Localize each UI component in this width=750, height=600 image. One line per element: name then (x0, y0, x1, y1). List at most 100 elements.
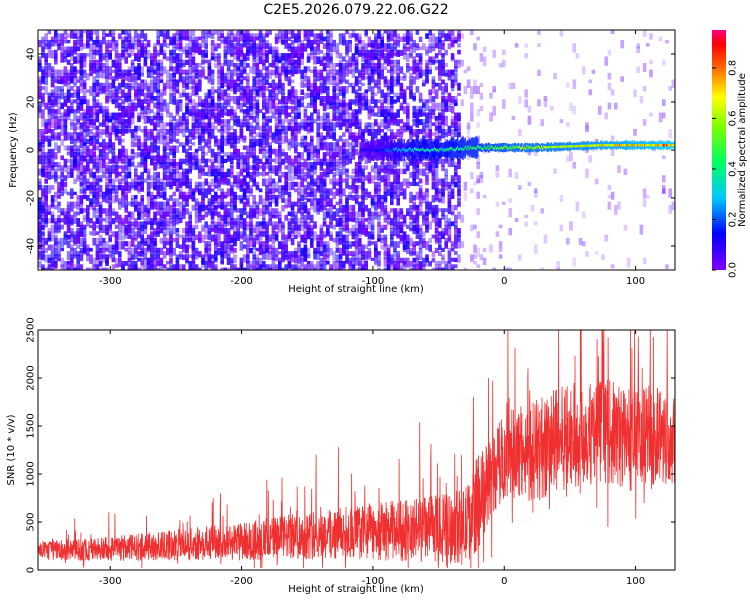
spectrogram-noise-cell (310, 102, 314, 109)
spectrogram-noise-cell (98, 234, 103, 239)
spectrogram-noise-cell (150, 191, 154, 200)
spectrogram-noise-cell (185, 49, 189, 58)
spectrogram-noise-cell (300, 125, 304, 130)
spectrogram-noise-cell (79, 195, 84, 204)
spectrogram-noise-cell (95, 82, 100, 90)
spectrogram-noise-cell (287, 191, 292, 198)
spectrogram-noise-cell (364, 76, 368, 80)
spectrogram-noise-cell (278, 241, 282, 250)
spectrogram-noise-cell (194, 89, 199, 95)
spectrogram-noise-cell (194, 92, 199, 97)
spectrogram-noise-cell (422, 237, 426, 243)
spectrogram-noise-cell (124, 125, 128, 130)
spectrogram-noise-cell (396, 119, 400, 127)
spectrogram-noise-cell (351, 82, 356, 89)
spectrogram-noise-cell (38, 56, 42, 66)
spectrogram-noise-cell (370, 53, 375, 61)
spectrogram-noise-cell (294, 46, 298, 53)
spectrogram-noise-cell (204, 43, 208, 49)
spectrogram-noise-cell (418, 66, 423, 71)
spectrogram-noise-cell (82, 53, 87, 59)
spectrogram-noise-cell (303, 109, 308, 117)
spectrogram-noise-cell (188, 267, 192, 270)
spectrogram-noise-cell (146, 43, 151, 47)
spectrogram-noise-cell (290, 231, 295, 238)
spectrogram-noise-cell (310, 145, 314, 155)
spectrogram-noise-cell (166, 178, 170, 183)
spectrogram-noise-cell (380, 175, 384, 183)
spectrogram-noise-cell (422, 257, 426, 267)
spectrogram-noise-cell (255, 158, 260, 164)
spectrogram-noise-cell (191, 254, 196, 262)
spectrogram-noise-cell (191, 46, 196, 56)
spectrogram-noise-cell (239, 132, 244, 139)
spectrogram-noise-cell (428, 115, 432, 123)
spectrogram-noise-cell (303, 105, 308, 112)
spectrogram-noise-cell (342, 178, 346, 183)
spectrogram-noise-cell (338, 254, 343, 260)
spectrogram-noise-cell (57, 86, 61, 93)
spectrogram-noise-cell (383, 43, 388, 52)
spectrogram-noise-cell (316, 33, 320, 39)
spectrogram-noise-cell (386, 251, 391, 257)
spectrogram-noise-cell (207, 171, 212, 177)
spectrogram-noise-cell (146, 181, 151, 190)
spectrogram-noise-cell (162, 191, 167, 201)
spectrogram-noise-cell (66, 208, 71, 215)
spectrogram-noise-cell (217, 231, 221, 241)
spectrogram-noise-cell (242, 244, 247, 249)
spectrogram-noise-cell (57, 145, 61, 153)
spectrogram-noise-cell (380, 237, 384, 244)
spectrogram-noise-cell (210, 158, 215, 165)
spectrogram-noise-cell (316, 49, 320, 56)
spectrogram-noise-cell (242, 224, 247, 231)
spectrogram-noise-cell (361, 53, 365, 63)
spectrogram-noise-cell (63, 158, 68, 168)
spectrogram-noise-cell (182, 181, 186, 186)
spectrogram-noise-cell (258, 89, 263, 98)
spectrogram-noise-cell (210, 228, 215, 233)
spectrogram-noise-cell (274, 234, 279, 241)
spectrogram-noise-cell (217, 92, 221, 100)
spectrogram-noise-cell (262, 112, 266, 119)
spectrogram-noise-cell (130, 264, 135, 270)
spectrogram-noise-cell (124, 148, 128, 159)
spectrogram-noise-cell (374, 201, 378, 211)
spectrogram-noise-cell (380, 201, 384, 209)
spectrogram-noise-cell (415, 72, 420, 80)
spectrogram-noise-cell (134, 168, 138, 177)
spectrogram-noise-cell (70, 247, 74, 256)
spectrogram-noise-cell (319, 115, 324, 122)
spectrogram-noise-cell (380, 102, 384, 109)
spectrogram-noise-cell (95, 102, 100, 109)
spectrogram-noise-cell (255, 228, 260, 238)
spectrogram-noise-cell (150, 66, 154, 73)
spectrogram-noise-cell (146, 86, 151, 93)
spectrogram-noise-cell (361, 178, 365, 185)
spectrogram-noise-cell (412, 119, 416, 127)
spectrogram-noise-cell (322, 112, 327, 121)
spectrogram-noise-cell (230, 165, 234, 174)
spectrogram-noise-cell (159, 261, 164, 266)
spectrogram-noise-cell (230, 218, 234, 225)
spectrogram-noise-cell (114, 247, 119, 255)
spectrogram-noise-cell (294, 214, 298, 224)
spectrogram-noise-cell (38, 241, 42, 248)
spectrogram-noise-cell (303, 264, 308, 270)
spectrogram-noise-cell (153, 53, 157, 59)
spectrogram-noise-cell (287, 36, 292, 42)
spectrogram-noise-cell (415, 43, 420, 48)
spectrogram-noise-cell (265, 49, 269, 57)
spectrogram-noise-cell (153, 254, 157, 261)
spectrogram-noise-cell (306, 56, 311, 63)
spectrogram-noise-cell (210, 69, 215, 74)
spectrogram-noise-cell (364, 53, 368, 58)
spectrogram-noise-cell (338, 59, 343, 67)
spectrogram-noise-cell (111, 82, 116, 89)
spectrogram-noise-cell (418, 261, 423, 270)
spectrogram-noise-cell (242, 76, 247, 81)
spectrogram-noise-cell (92, 92, 96, 103)
spectrogram-noise-cell (41, 69, 45, 80)
spectrogram-noise-cell (86, 211, 90, 222)
spectrogram-noise-cell (255, 204, 260, 210)
